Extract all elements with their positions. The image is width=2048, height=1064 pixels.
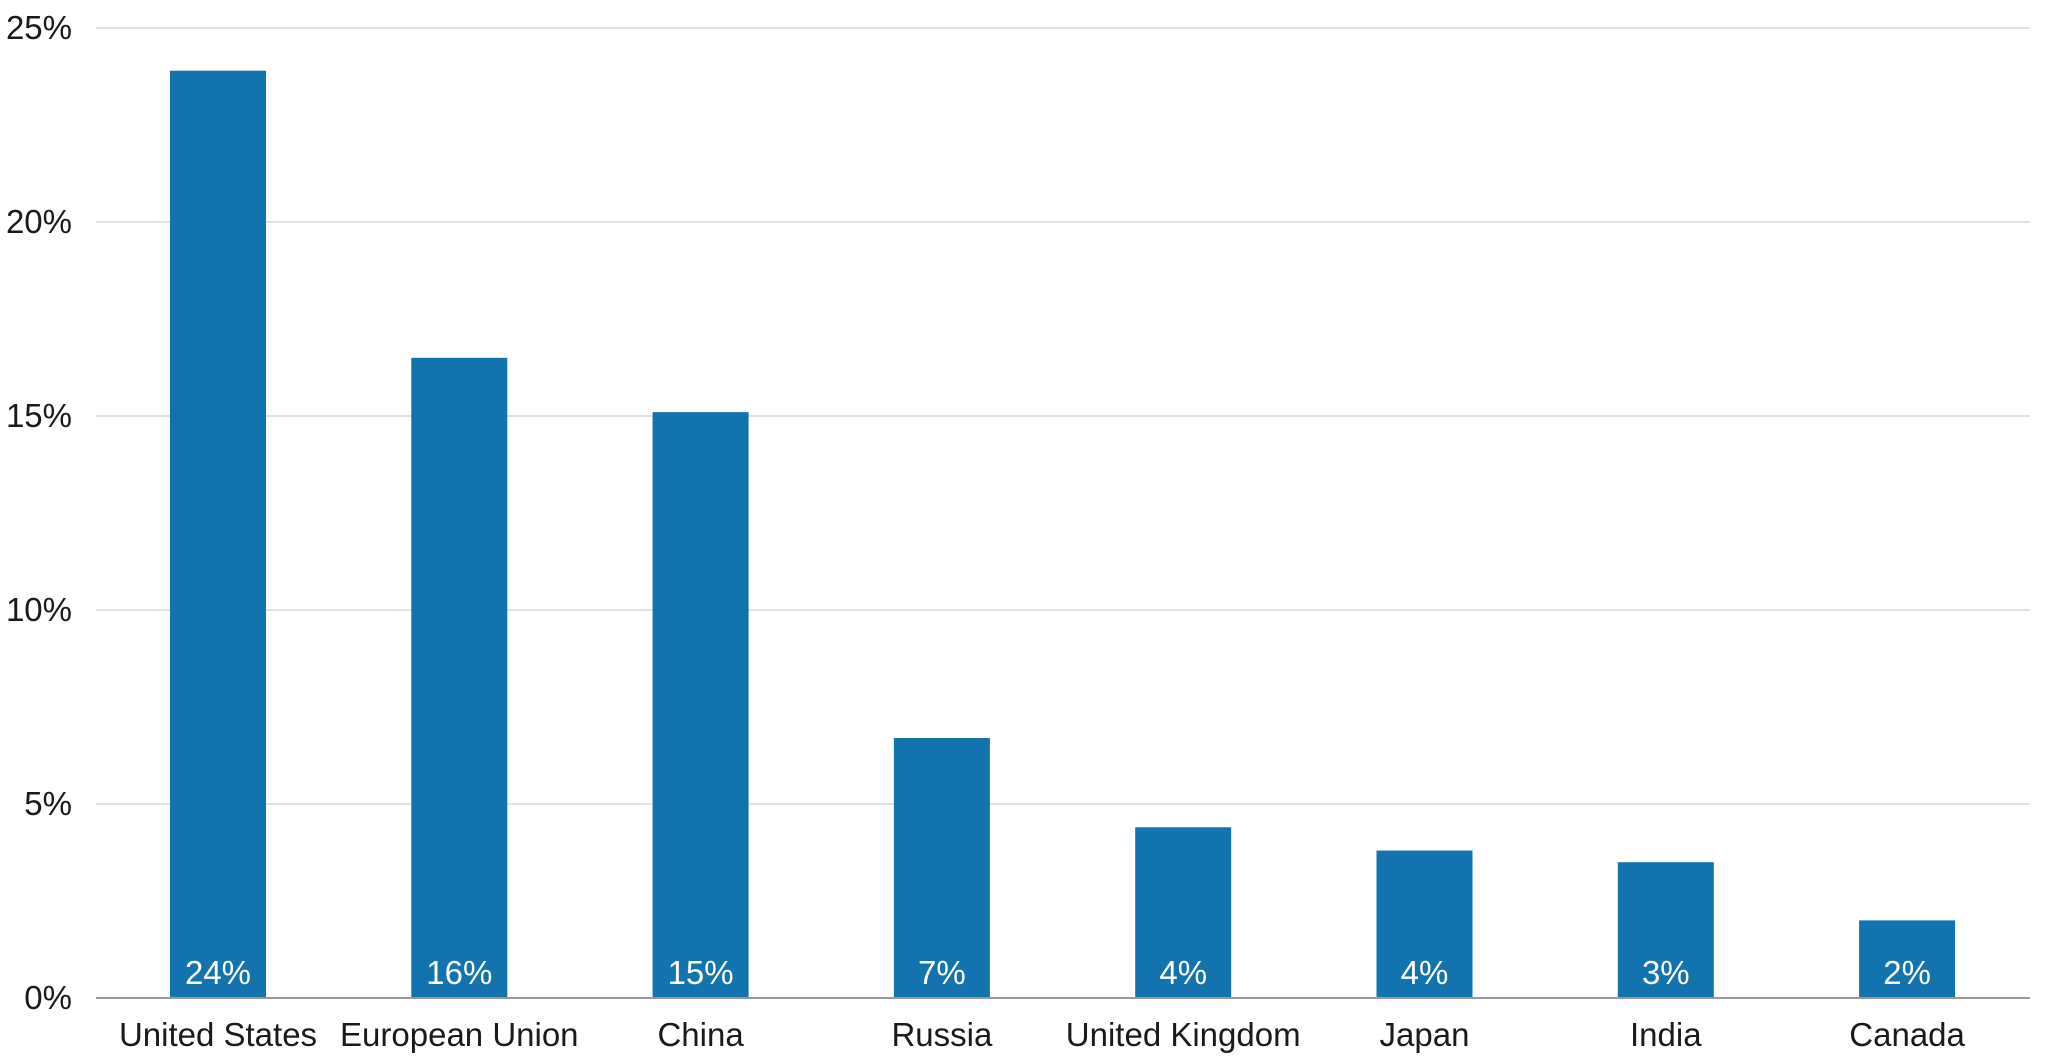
bar <box>411 357 508 998</box>
bar-value-label: 7% <box>918 954 966 991</box>
bar-value-label: 4% <box>1401 954 1449 991</box>
bar <box>1135 827 1232 998</box>
x-category-label: Japan <box>1380 1016 1470 1053</box>
x-category-label: United Kingdom <box>1066 1016 1301 1053</box>
bar-value-label: 16% <box>426 954 492 991</box>
bar <box>1376 850 1473 998</box>
y-tick-label: 15% <box>6 397 72 434</box>
y-tick-label: 5% <box>24 785 72 822</box>
bar-value-labels: 24% 16% 15% 7% 4% 4% 3% 2% <box>185 954 1931 991</box>
bar-value-label: 24% <box>185 954 251 991</box>
bar-value-label: 4% <box>1159 954 1207 991</box>
bars <box>170 70 1956 999</box>
x-category-label: European Union <box>340 1016 579 1053</box>
bar-value-label: 2% <box>1883 954 1931 991</box>
y-tick-label: 0% <box>24 979 72 1016</box>
bar <box>893 738 990 998</box>
bar <box>652 412 749 998</box>
bar <box>1617 862 1714 998</box>
x-category-label: United States <box>119 1016 317 1053</box>
x-category-label: China <box>657 1016 744 1053</box>
bar-value-label: 15% <box>668 954 734 991</box>
bar <box>1859 920 1956 998</box>
x-axis-category-labels: United States European Union China Russia Un… <box>119 1016 1966 1053</box>
x-category-label: Russia <box>891 1016 993 1053</box>
bar <box>170 70 266 999</box>
y-tick-label: 10% <box>6 591 72 628</box>
y-tick-label: 20% <box>6 203 72 240</box>
x-category-label: Canada <box>1849 1016 1965 1053</box>
y-tick-label: 25% <box>6 9 72 46</box>
bar-value-label: 3% <box>1642 954 1690 991</box>
x-category-label: India <box>1630 1016 1702 1053</box>
y-axis-tick-labels: 0% 5% 10% 15% 20% 25% <box>6 9 72 1016</box>
gridlines <box>96 27 2030 805</box>
